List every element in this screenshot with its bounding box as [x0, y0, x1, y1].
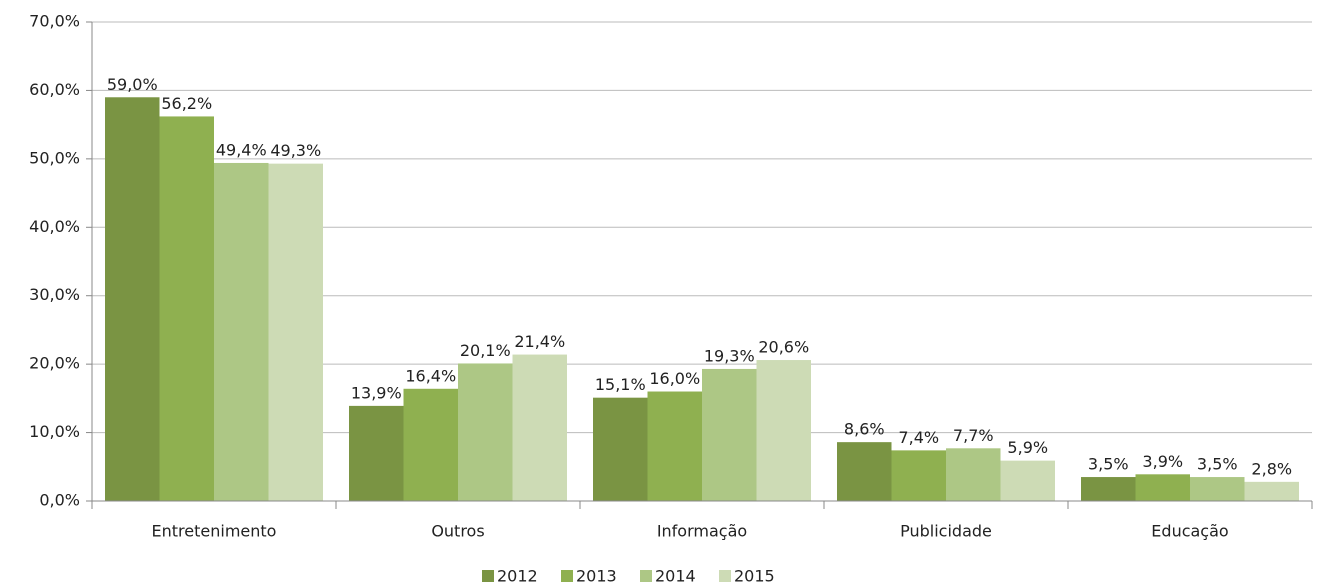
legend-swatch — [561, 570, 573, 582]
y-tick-label: 50,0% — [29, 148, 80, 167]
data-label: 21,4% — [514, 332, 565, 351]
legend-swatch — [719, 570, 731, 582]
y-tick-label: 0,0% — [39, 491, 80, 510]
data-label: 8,6% — [844, 420, 885, 439]
data-label: 56,2% — [161, 94, 212, 113]
bar — [837, 442, 892, 501]
bar — [1135, 474, 1190, 501]
bar — [214, 162, 269, 501]
bar — [268, 163, 323, 501]
bar — [946, 448, 1001, 501]
bar — [593, 397, 648, 501]
legend-swatch — [640, 570, 652, 582]
x-tick-label: Publicidade — [900, 522, 992, 541]
bar — [1000, 460, 1055, 501]
data-label: 49,4% — [216, 140, 267, 159]
legend-label: 2014 — [655, 567, 696, 586]
bar — [105, 97, 160, 502]
bar — [647, 391, 702, 501]
data-label: 7,7% — [953, 426, 994, 445]
y-tick-label: 20,0% — [29, 354, 80, 373]
data-label: 19,3% — [704, 346, 755, 365]
data-label: 3,9% — [1142, 452, 1183, 471]
y-tick-label: 40,0% — [29, 217, 80, 236]
data-label: 20,6% — [758, 338, 809, 357]
data-label: 5,9% — [1007, 438, 1048, 457]
y-tick-label: 30,0% — [29, 285, 80, 304]
bar — [458, 363, 513, 501]
bar — [891, 450, 946, 501]
bar — [1244, 481, 1299, 501]
bar — [1081, 477, 1136, 501]
data-label: 59,0% — [107, 75, 158, 94]
y-tick-label: 10,0% — [29, 422, 80, 441]
legend-label: 2012 — [497, 567, 538, 586]
data-label: 3,5% — [1197, 455, 1238, 474]
data-label: 16,4% — [405, 366, 456, 385]
data-label: 15,1% — [595, 375, 646, 394]
x-tick-label: Informação — [657, 522, 747, 541]
bar — [159, 116, 214, 501]
legend-swatch — [482, 570, 494, 582]
bar — [756, 360, 811, 501]
x-tick-label: Outros — [431, 522, 484, 541]
data-label: 3,5% — [1088, 455, 1129, 474]
data-label: 16,0% — [649, 369, 700, 388]
legend-label: 2015 — [734, 567, 775, 586]
bar — [512, 354, 567, 501]
data-label: 7,4% — [898, 428, 939, 447]
data-label: 2,8% — [1251, 459, 1292, 478]
x-tick-label: Entretenimento — [152, 522, 277, 541]
bar — [349, 405, 404, 501]
bar — [1190, 477, 1245, 501]
data-label: 13,9% — [351, 383, 402, 402]
y-tick-label: 60,0% — [29, 80, 80, 99]
y-tick-label: 70,0% — [29, 12, 80, 31]
data-label: 49,3% — [270, 141, 321, 160]
data-label: 20,1% — [460, 341, 511, 360]
bar — [702, 368, 757, 501]
legend-label: 2013 — [576, 567, 617, 586]
bar — [403, 388, 458, 501]
x-tick-label: Educação — [1151, 522, 1228, 541]
